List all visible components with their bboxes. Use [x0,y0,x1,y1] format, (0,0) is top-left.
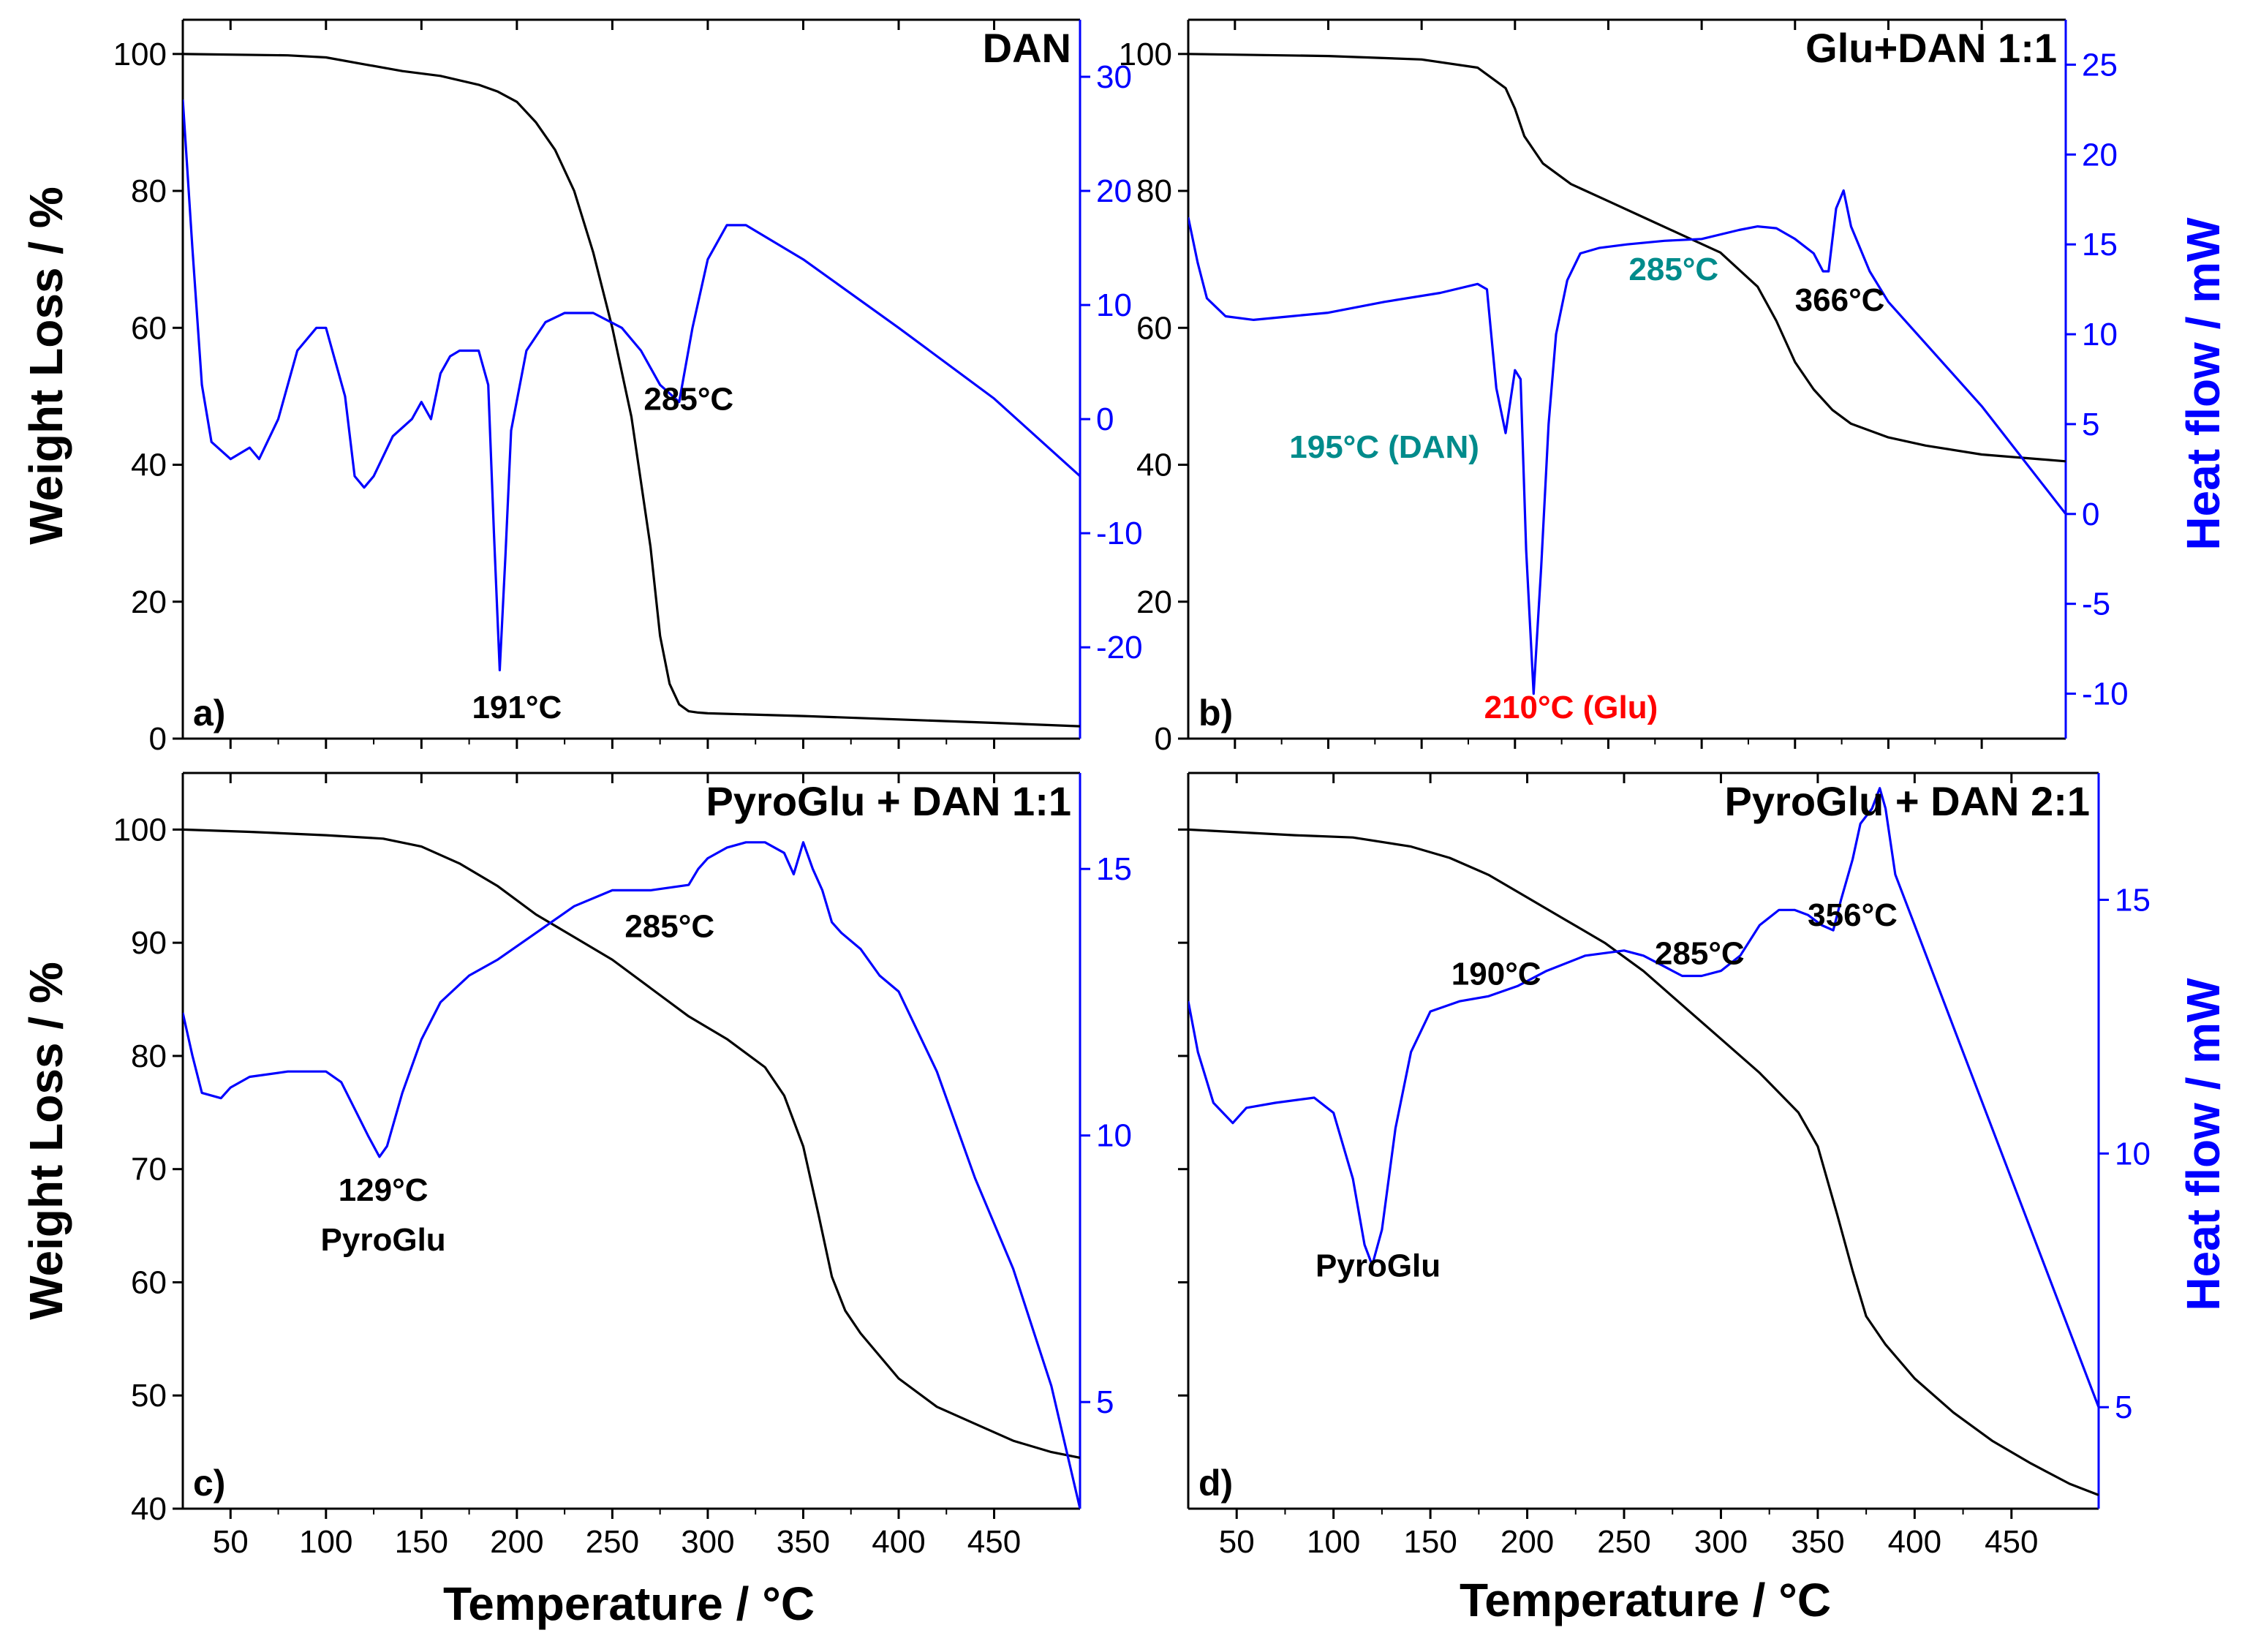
panel-letter-c: c) [193,1463,225,1504]
y-right-axis-label-top: Heat flow / mW [2177,217,2230,551]
tga-curve-b [1188,53,2066,463]
y-left-tick-label-c: 100 [113,812,167,848]
x-tick-label-c: 50 [213,1524,249,1560]
y-right-tick-label-a: 10 [1096,287,1132,323]
panel-letter-a: a) [193,693,225,733]
annotation-a: 191°C [472,690,562,725]
panel-letter-b: b) [1198,693,1233,733]
panel-letter-d: d) [1198,1463,1233,1504]
x-tick-label-d: 200 [1500,1524,1554,1560]
annotation-c: 285°C [624,908,714,944]
y-right-tick-label-c: 15 [1096,851,1132,887]
y-right-tick-label-b: 20 [2082,137,2118,173]
x-tick-label-d: 350 [1791,1524,1844,1560]
annotation-d: 190°C [1451,956,1541,992]
panel-b: 0 20 40 60 80 100 -10 -5 0 5 10 15 20 25 Glu+DAN 1:1 b)… [1119,18,2129,757]
tga-curve-c [183,828,1080,1459]
tga-curve-d [1188,828,2099,1496]
x-tick-label-d: 400 [1888,1524,1941,1560]
x-tick-label-c: 250 [586,1524,639,1560]
y-right-tick-label-d: 10 [2115,1136,2151,1172]
panel-title-c: PyroGlu + DAN 1:1 [706,778,1071,824]
tga-curve-a [183,53,1080,728]
x-tick-label-d: 300 [1694,1524,1748,1560]
y-left-tick-label-b: 80 [1136,173,1172,209]
panel-a: 0 20 40 60 80 100 -20 -10 0 10 20 30 DAN a) 285°C 191°C [113,18,1143,757]
x-tick-label-c: 400 [872,1524,925,1560]
y-left-axis-label-top: Weight Loss / % [20,186,72,545]
y-left-tick-label-a: 20 [131,584,167,620]
annotation-d: 285°C [1655,936,1745,972]
y-left-tick-label-b: 40 [1136,448,1172,483]
x-axis-label-right: Temperature / °C [1460,1574,1831,1626]
annotation-d: PyroGlu [1315,1248,1441,1284]
y-right-tick-label-d: 15 [2115,882,2151,918]
annotation-b: 366°C [1795,282,1885,318]
y-left-tick-label-a: 100 [113,37,167,72]
dsc-curve-a [183,99,1080,671]
annotation-c: 129°C [339,1172,429,1208]
panel-title-a: DAN [983,25,1071,71]
y-right-tick-label-b: 0 [2082,497,2099,532]
y-right-tick-label-a: 0 [1096,401,1114,437]
y-right-tick-label-a: 20 [1096,173,1132,209]
y-right-axis-label-bottom: Heat flow / mW [2177,978,2230,1311]
y-right-tick-label-a: -10 [1096,516,1143,551]
x-axis-label-left: Temperature / °C [443,1577,815,1630]
x-tick-label-d: 100 [1307,1524,1360,1560]
x-tick-label-c: 150 [395,1524,448,1560]
y-left-tick-label-c: 90 [131,925,167,961]
y-right-tick-label-a: -20 [1096,630,1143,665]
x-tick-label-d: 50 [1219,1524,1255,1560]
annotation-b: 195°C (DAN) [1289,429,1479,465]
y-left-tick-label-b: 20 [1136,584,1172,620]
y-left-tick-label-c: 60 [131,1264,167,1300]
panel-title-b: Glu+DAN 1:1 [1805,25,2057,71]
dsc-curve-c [183,841,1080,1509]
y-left-tick-label-b: 60 [1136,310,1172,346]
panel-d: 50 100 150 200 250 300 350 400 450 5 10 15 PyroGlu +… [1178,772,2151,1560]
annotation-a: 285°C [643,382,733,418]
x-tick-label-d: 250 [1597,1524,1650,1560]
y-right-tick-label-c: 5 [1096,1384,1114,1420]
annotation-b: 285°C [1628,252,1718,287]
x-tick-label-c: 350 [777,1524,830,1560]
panels-layer: 020406080100-20-100102030DANa)285°C191°C… [113,18,2151,1560]
y-left-tick-label-a: 80 [131,173,167,209]
panel-c: 50 100 150 200 250 300 350 400 450 40 50 60 70 80 90 10… [113,772,1132,1560]
x-tick-label-d: 450 [1985,1524,2038,1560]
y-right-tick-label-b: -5 [2082,587,2110,622]
y-left-tick-label-c: 50 [131,1378,167,1414]
dsc-curve-d [1188,787,2099,1408]
panel-title-d: PyroGlu + DAN 2:1 [1725,778,2090,824]
y-right-tick-label-b: 15 [2082,227,2118,263]
y-left-tick-label-c: 80 [131,1038,167,1074]
annotation-d: 356°C [1808,897,1898,933]
y-right-tick-label-c: 10 [1096,1118,1132,1154]
annotation-b: 210°C (Glu) [1484,690,1658,725]
x-tick-label-c: 450 [967,1524,1021,1560]
y-right-tick-label-b: 5 [2082,407,2099,442]
dsc-curve-b [1188,189,2066,695]
y-right-tick-label-b: 25 [2082,47,2118,83]
y-left-tick-label-c: 70 [131,1152,167,1188]
y-left-axis-label-bottom: Weight Loss / % [20,962,72,1320]
y-left-tick-label-b: 100 [1119,37,1172,72]
x-tick-label-c: 200 [490,1524,543,1560]
x-tick-label-c: 100 [299,1524,352,1560]
y-left-tick-label-c: 40 [131,1491,167,1527]
y-left-tick-label-b: 0 [1155,721,1172,757]
y-right-tick-label-d: 5 [2115,1389,2132,1425]
x-tick-label-d: 150 [1403,1524,1457,1560]
y-left-tick-label-a: 40 [131,448,167,483]
x-tick-label-c: 300 [681,1524,734,1560]
annotation-c: PyroGlu [321,1222,446,1258]
y-right-tick-label-b: 10 [2082,317,2118,352]
y-right-tick-label-a: 30 [1096,59,1132,95]
y-left-tick-label-a: 60 [131,310,167,346]
y-right-tick-label-b: -10 [2082,676,2129,712]
y-left-tick-label-a: 0 [149,721,167,757]
